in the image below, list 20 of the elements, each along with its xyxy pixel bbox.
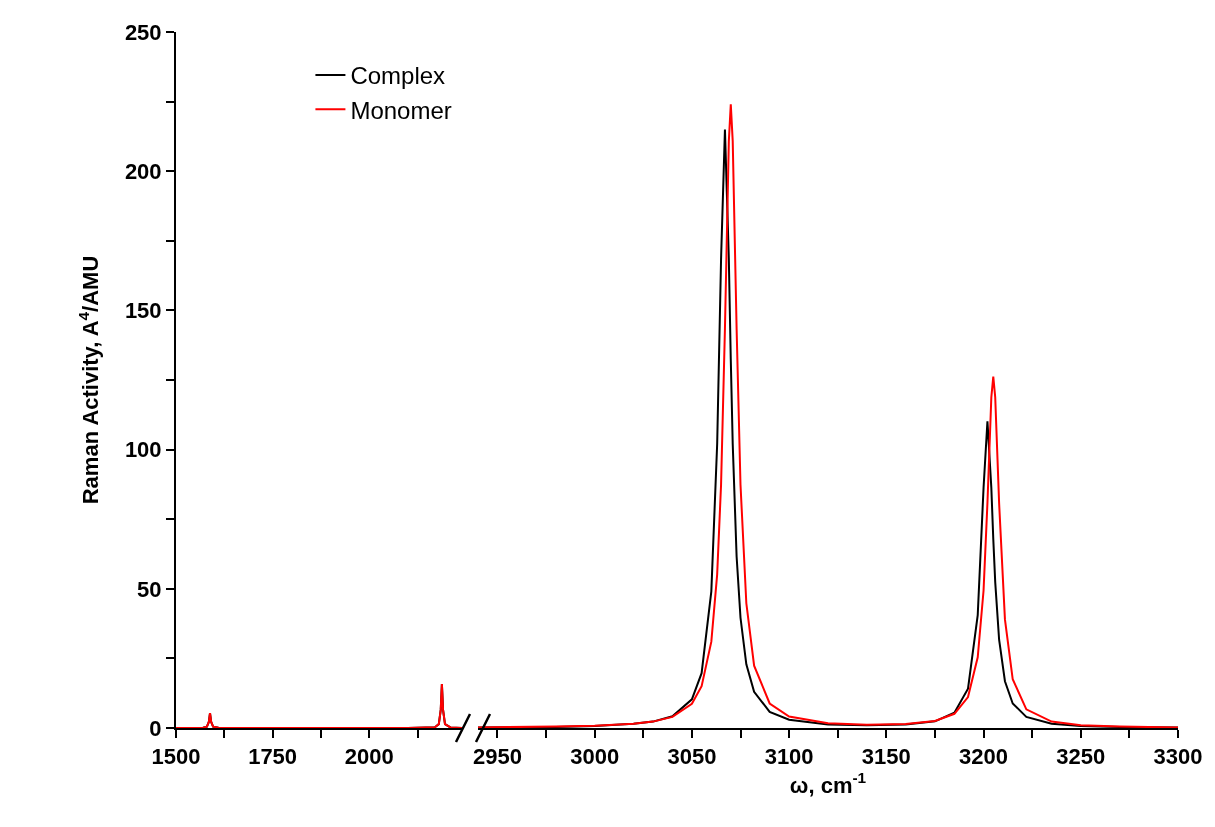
x-tick-label: 2950 — [472, 744, 522, 770]
x-tick-label: 3300 — [1153, 744, 1203, 770]
y-tick-label: 250 — [124, 19, 162, 45]
y-tick-label: 200 — [124, 158, 162, 184]
y-tick-label: 50 — [137, 576, 162, 602]
x-tick-label: 1750 — [248, 744, 298, 770]
x-tick-label: 3000 — [570, 744, 620, 770]
x-tick-label: 3100 — [764, 744, 814, 770]
x-tick-label: 3200 — [959, 744, 1009, 770]
y-tick-label: 100 — [124, 437, 162, 463]
x-tick-label: 3150 — [861, 744, 911, 770]
x-tick-label: 3250 — [1056, 744, 1106, 770]
x-axis-title: ω, cm$^{-1}$ — [789, 769, 867, 798]
x-tick-label: 1500 — [151, 744, 201, 770]
legend-label: Monomer — [350, 96, 452, 124]
y-tick-label: 150 — [124, 298, 162, 324]
x-tick-label: 2000 — [344, 744, 394, 770]
y-tick-label: 0 — [149, 715, 162, 741]
x-tick-label: 3050 — [667, 744, 717, 770]
legend-label: Complex — [350, 62, 446, 90]
